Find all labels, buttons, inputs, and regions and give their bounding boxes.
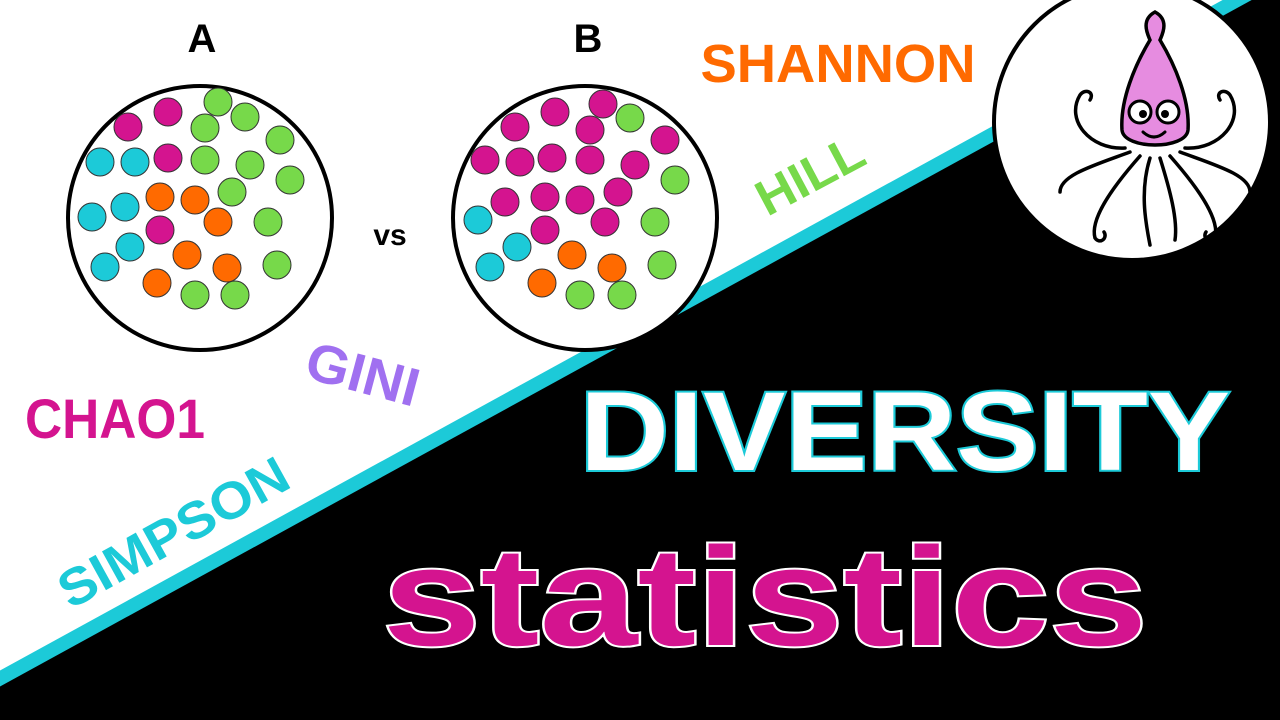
dot — [540, 97, 570, 127]
dot — [235, 150, 265, 180]
label-vs: vs — [373, 219, 406, 252]
dot — [212, 253, 242, 283]
dot — [172, 240, 202, 270]
dot — [180, 185, 210, 215]
dot — [145, 215, 175, 245]
dot — [647, 250, 677, 280]
mascot-pupil — [1139, 110, 1147, 118]
dot — [530, 215, 560, 245]
dot — [490, 187, 520, 217]
label-a: A — [188, 17, 217, 61]
dot — [153, 97, 183, 127]
dot — [265, 125, 295, 155]
dot — [575, 145, 605, 175]
dot — [253, 207, 283, 237]
dot — [537, 143, 567, 173]
dot — [190, 145, 220, 175]
dot — [530, 182, 560, 212]
dot — [230, 102, 260, 132]
dot — [575, 115, 605, 145]
dots — [77, 87, 690, 310]
dot — [640, 207, 670, 237]
dot — [120, 147, 150, 177]
label-b: B — [574, 17, 603, 61]
dot — [77, 202, 107, 232]
dot — [262, 250, 292, 280]
dot — [527, 268, 557, 298]
dot — [603, 177, 633, 207]
dot — [615, 103, 645, 133]
dot — [463, 205, 493, 235]
dot — [113, 112, 143, 142]
mascot-tentacles — [1058, 89, 1252, 247]
dot — [203, 87, 233, 117]
dot — [597, 253, 627, 283]
dot — [502, 232, 532, 262]
dot — [220, 280, 250, 310]
dot — [470, 145, 500, 175]
mascot-pupil — [1161, 110, 1169, 118]
keyword-chao1: CHAO1 — [25, 387, 205, 450]
dot — [142, 268, 172, 298]
dot — [565, 280, 595, 310]
dot — [203, 207, 233, 237]
mascot-smile — [1141, 130, 1167, 139]
dot — [557, 240, 587, 270]
dot — [275, 165, 305, 195]
dot — [110, 192, 140, 222]
dot — [145, 182, 175, 212]
dot — [607, 280, 637, 310]
dot — [505, 147, 535, 177]
dot — [90, 252, 120, 282]
dot — [590, 207, 620, 237]
dot — [588, 89, 618, 119]
dot — [153, 143, 183, 173]
dot — [620, 150, 650, 180]
dot — [85, 147, 115, 177]
dot — [115, 232, 145, 262]
dot — [650, 125, 680, 155]
keyword-shannon: SHANNON — [701, 34, 976, 94]
dot — [190, 113, 220, 143]
title-main: DIVERSITY — [580, 369, 1230, 494]
dot — [475, 252, 505, 282]
dot — [217, 177, 247, 207]
dot — [180, 280, 210, 310]
title-sub: statistics — [383, 518, 1148, 675]
dot — [660, 165, 690, 195]
dot — [500, 112, 530, 142]
dot — [565, 185, 595, 215]
